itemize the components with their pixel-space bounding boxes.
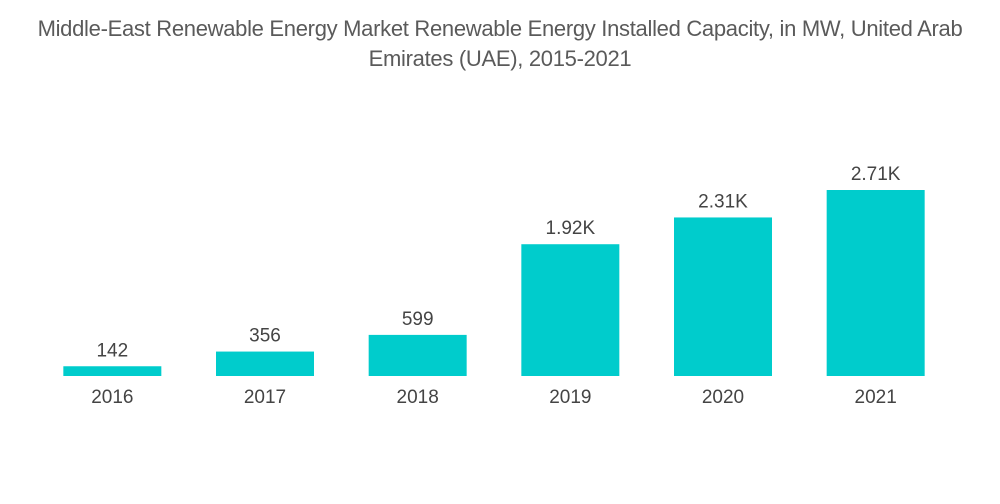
x-tick-label-2017: 2017	[244, 387, 286, 408]
data-label-2018: 599	[402, 309, 434, 330]
x-tick-label-2018: 2018	[397, 387, 439, 408]
data-label-2016: 142	[96, 340, 128, 361]
x-tick-label-2019: 2019	[549, 387, 591, 408]
bar-2019	[521, 244, 620, 376]
data-label-2019: 1.92K	[546, 218, 596, 239]
x-tick-label-2016: 2016	[91, 387, 133, 408]
chart-title: Middle-East Renewable Energy Market Rene…	[37, 16, 963, 71]
bar-2020	[674, 217, 772, 376]
data-label-2020: 2.31K	[698, 191, 748, 212]
data-label-2021: 2.71K	[851, 164, 901, 185]
bar-2016	[63, 366, 162, 376]
x-tick-label-2020: 2020	[702, 387, 744, 408]
data-label-2017: 356	[249, 326, 281, 347]
bar-2017	[216, 351, 314, 376]
x-tick-label-2021: 2021	[855, 387, 897, 408]
bar-2018	[368, 334, 467, 376]
bar-2021	[826, 190, 925, 376]
